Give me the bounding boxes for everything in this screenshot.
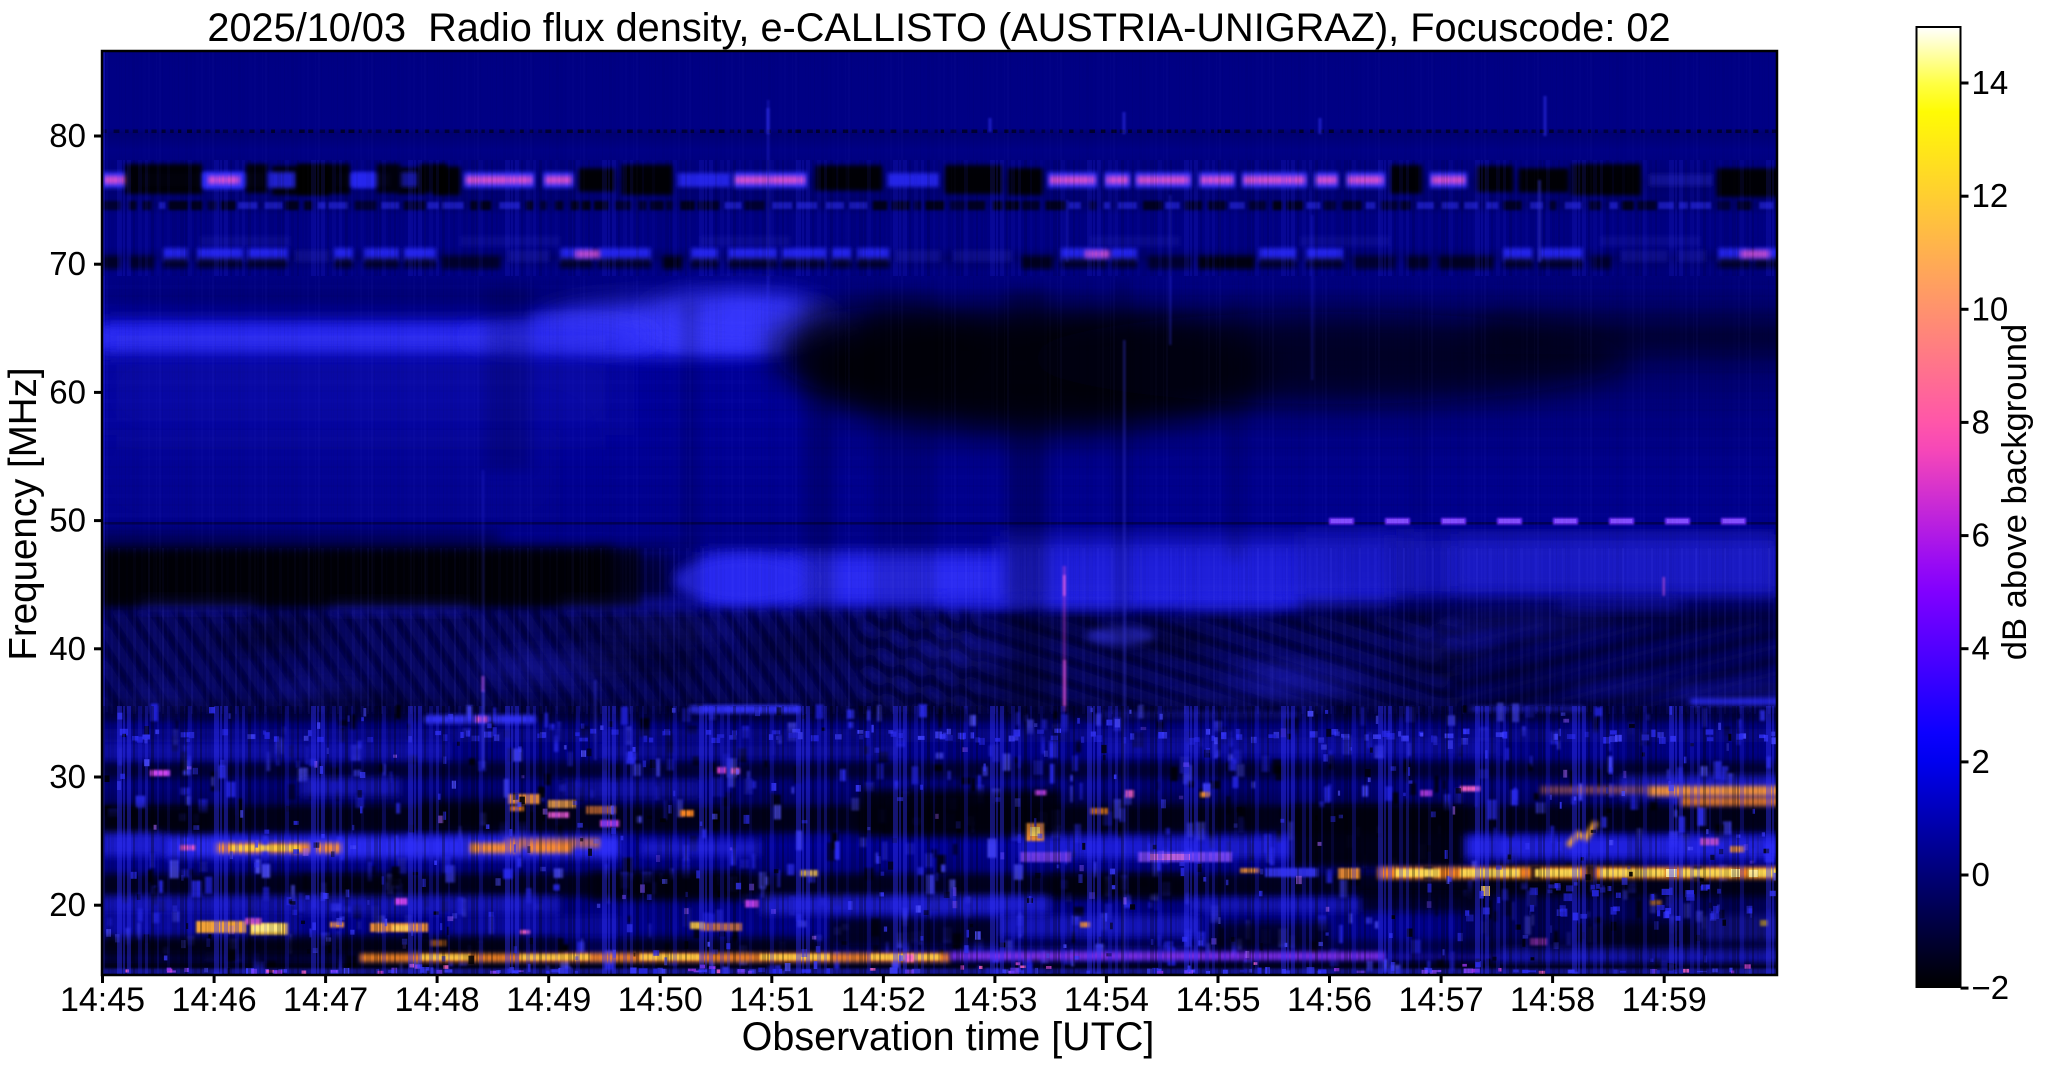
svg-text:14:50: 14:50 [618,981,703,1019]
svg-text:12: 12 [1972,177,2009,214]
svg-text:50: 50 [49,502,86,539]
svg-text:dB above background: dB above background [1996,324,2034,660]
svg-text:14:58: 14:58 [1510,981,1595,1019]
svg-text:14:45: 14:45 [60,981,145,1019]
svg-text:14:48: 14:48 [395,981,480,1019]
svg-text:14:49: 14:49 [506,981,591,1019]
svg-text:2025/10/03 Radio flux density: 2025/10/03 Radio flux density, e-CALLIST… [207,6,1670,50]
svg-text:14:51: 14:51 [729,981,814,1019]
svg-text:6: 6 [1972,517,1990,554]
svg-text:14:52: 14:52 [841,981,926,1019]
svg-text:30: 30 [49,758,86,795]
svg-text:80: 80 [49,117,86,154]
svg-text:14:59: 14:59 [1622,981,1707,1019]
svg-text:Observation time [UTC]: Observation time [UTC] [742,1015,1155,1059]
svg-text:14:54: 14:54 [1064,981,1149,1019]
svg-text:10: 10 [1972,290,2009,327]
svg-text:2: 2 [1972,743,1990,780]
svg-text:0: 0 [1972,856,1990,893]
svg-text:14:55: 14:55 [1175,981,1260,1019]
svg-text:4: 4 [1972,630,1990,667]
svg-text:14:47: 14:47 [283,981,368,1019]
svg-text:14:46: 14:46 [172,981,257,1019]
svg-text:Frequency [MHz]: Frequency [MHz] [2,367,45,660]
svg-text:8: 8 [1972,403,1990,440]
svg-text:−2: −2 [1972,969,2010,1006]
svg-text:70: 70 [49,245,86,282]
svg-text:20: 20 [49,886,86,923]
svg-text:14: 14 [1972,64,2009,101]
svg-text:14:53: 14:53 [952,981,1037,1019]
svg-text:14:57: 14:57 [1399,981,1484,1019]
svg-text:40: 40 [49,630,86,667]
svg-text:60: 60 [49,373,86,410]
svg-text:14:56: 14:56 [1287,981,1372,1019]
